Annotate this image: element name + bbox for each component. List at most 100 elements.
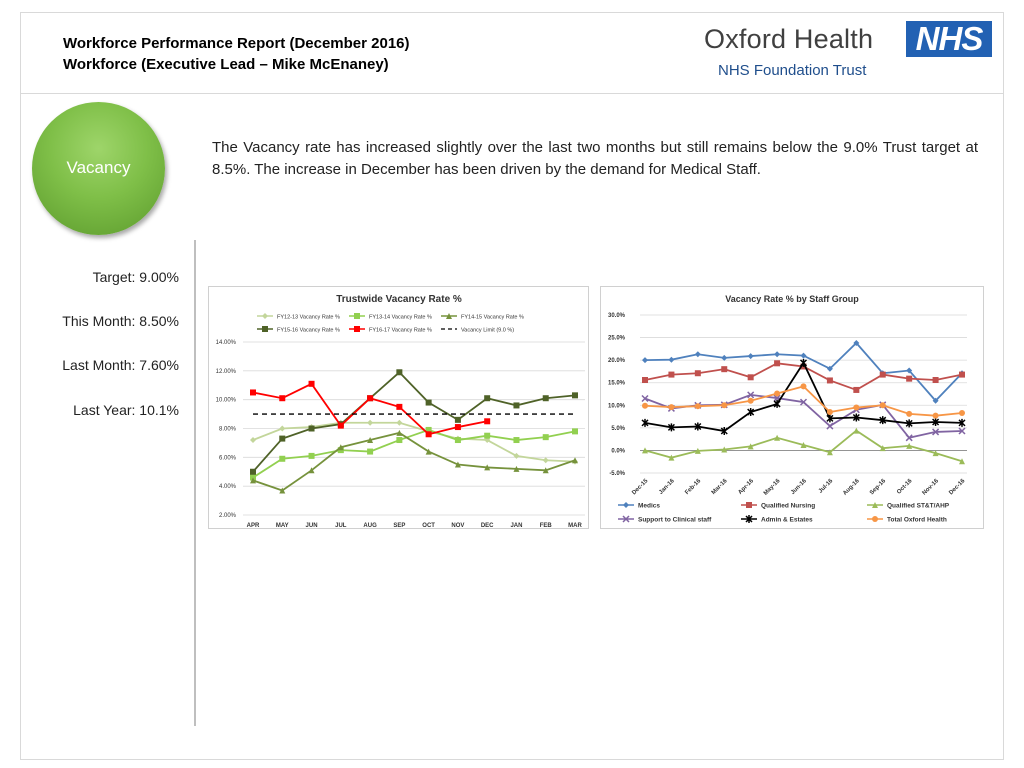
data-point (572, 392, 578, 399)
data-point (958, 427, 966, 435)
data-point (800, 383, 807, 390)
data-point (959, 409, 965, 416)
data-point (879, 416, 887, 425)
x-tick-label: SEP (393, 523, 405, 528)
y-tick-label: 30.0% (608, 313, 626, 319)
data-point (396, 437, 403, 444)
data-point (396, 429, 403, 436)
legend-item: Vacancy Limit (9.0 %) (441, 328, 514, 334)
chart-title: Trustwide Vacancy Rate % (336, 294, 462, 305)
data-point (667, 423, 675, 432)
x-tick-label: May-16 (763, 478, 782, 497)
series-total-oxford-health (642, 383, 965, 419)
legend-label: FY15-16 Vacancy Rate % (277, 328, 340, 334)
data-point (367, 395, 374, 402)
series-line (644, 341, 963, 403)
legend-label: FY14-15 Vacancy Rate % (461, 315, 524, 321)
nhs-logo: NHS (906, 21, 992, 57)
legend-marker (872, 516, 878, 522)
legend-item: FY15-16 Vacancy Rate % (257, 326, 340, 334)
data-point (308, 467, 315, 474)
series-support-to-clinical-staff (641, 391, 966, 442)
data-point (642, 402, 648, 409)
data-point (425, 448, 432, 455)
series-line (252, 428, 576, 479)
data-point (668, 371, 675, 378)
data-point (484, 464, 491, 471)
data-point (853, 427, 860, 434)
series-fy13-14-vacancy-rate- (250, 426, 578, 481)
data-point (396, 369, 403, 376)
x-tick-label: Apr-16 (737, 478, 755, 496)
data-point (800, 442, 807, 449)
data-point (905, 419, 913, 428)
data-point (959, 458, 965, 465)
y-tick-label: 6.00% (219, 455, 237, 461)
data-point (513, 452, 520, 459)
legend-item: FY16-17 Vacancy Rate % (349, 326, 432, 334)
section-description: The Vacancy rate has increased slightly … (212, 139, 978, 178)
legend-item: Support to Clinical staff (618, 515, 712, 524)
x-tick-label: DEC (481, 523, 494, 528)
data-point (250, 468, 256, 475)
y-tick-label: 2.00% (219, 513, 237, 519)
legend-item: Total Oxford Health (867, 516, 947, 524)
data-point (396, 419, 403, 426)
data-point (853, 404, 860, 411)
data-point (367, 437, 374, 444)
data-point (721, 402, 728, 409)
y-tick-label: 12.00% (216, 369, 237, 375)
legend-marker (262, 326, 268, 332)
y-tick-label: 15.0% (608, 381, 626, 387)
y-tick-label: -5.0% (609, 471, 625, 477)
legend-item: Medics (618, 502, 660, 510)
data-point (826, 365, 833, 372)
series-admin-estates (641, 358, 966, 436)
legend-marker (446, 313, 452, 319)
legend-label: Total Oxford Health (887, 517, 947, 524)
legend-label: Support to Clinical staff (638, 517, 712, 524)
stat-this-month: This Month: 8.50% (62, 313, 179, 329)
data-point (747, 397, 754, 404)
y-tick-label: 0.0% (611, 448, 625, 454)
data-point (484, 395, 491, 402)
y-tick-label: 5.0% (611, 426, 625, 432)
legend-label: Qualified ST&T/AHP (887, 503, 950, 510)
legend-label: Vacancy Limit (9.0 %) (461, 328, 514, 334)
data-point (279, 455, 286, 462)
data-point (747, 374, 754, 381)
data-point (425, 426, 432, 433)
x-tick-label: MAY (276, 523, 289, 528)
data-point (572, 428, 578, 435)
data-point (721, 446, 728, 453)
data-point (668, 356, 675, 363)
x-tick-label: OCT (422, 523, 435, 528)
chart-title: Vacancy Rate % by Staff Group (725, 294, 859, 304)
series-line (252, 382, 488, 436)
legend-label: Qualified Nursing (761, 503, 815, 510)
y-tick-label: 8.00% (219, 427, 237, 433)
data-point (826, 422, 834, 430)
series-line (252, 421, 576, 463)
x-tick-label: Sep-16 (869, 478, 888, 497)
x-tick-label: JAN (510, 523, 522, 528)
data-point (484, 418, 491, 425)
data-point (799, 398, 808, 406)
y-tick-label: 10.0% (608, 403, 626, 409)
data-point (484, 437, 491, 444)
stat-target: Target: 9.00% (92, 269, 179, 285)
legend-item: FY12-13 Vacancy Rate % (257, 313, 340, 321)
data-point (747, 391, 755, 399)
legend-marker (623, 502, 629, 508)
legend-item: FY13-14 Vacancy Rate % (349, 313, 432, 321)
data-point (642, 377, 648, 384)
data-point (694, 370, 701, 377)
report-subtitle: Workforce (Executive Lead – Mike McEnane… (63, 56, 389, 73)
data-point (932, 428, 940, 436)
series-fy14-15-vacancy-rate- (250, 429, 578, 494)
x-tick-label: JUL (335, 523, 347, 528)
series-fy16-17-vacancy-rate- (250, 380, 491, 438)
data-point (958, 418, 966, 427)
data-point (279, 487, 286, 494)
data-point (572, 457, 578, 464)
